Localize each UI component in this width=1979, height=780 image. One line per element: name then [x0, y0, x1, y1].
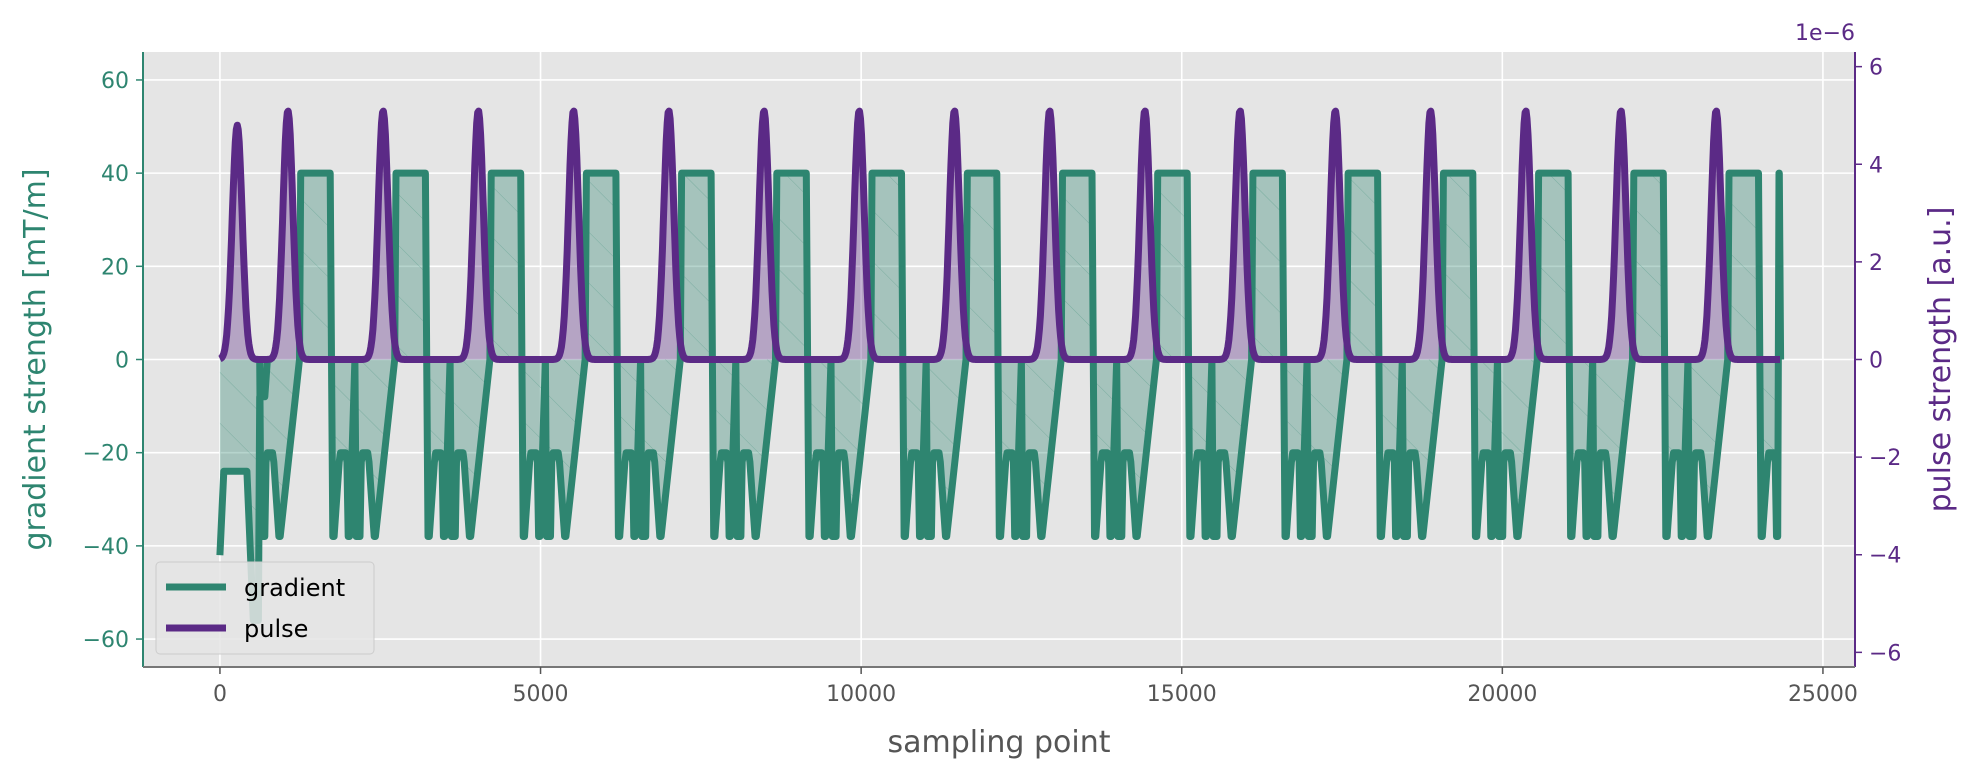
right-y-tick-label: −6 [1869, 641, 1901, 666]
right-y-tick-label: 6 [1869, 56, 1883, 81]
x-tick-label: 0 [213, 682, 227, 707]
left-y-tick-label: 60 [101, 69, 129, 94]
left-y-tick-label: −60 [83, 628, 129, 653]
left-y-axis-label: gradient strength [mT/m] [18, 168, 53, 550]
legend-label-gradient: gradient [244, 574, 345, 602]
right-y-axis-label: pulse strength [a.u.] [1923, 207, 1958, 513]
right-y-tick-label: −2 [1869, 446, 1901, 471]
legend-label-pulse: pulse [244, 615, 308, 643]
left-y-tick-label: 20 [101, 255, 129, 280]
x-tick-label: 10000 [826, 682, 896, 707]
left-y-tick-label: −40 [83, 535, 129, 560]
x-axis-label: sampling point [887, 725, 1110, 760]
legend: gradient pulse [155, 561, 375, 655]
right-y-tick-label: 4 [1869, 153, 1883, 178]
left-y-tick-label: 0 [115, 349, 129, 374]
right-y-axis-ticks: −6 −4 −2 0 2 4 6 [1855, 56, 1901, 666]
x-tick-label: 25000 [1788, 682, 1858, 707]
x-tick-label: 20000 [1467, 682, 1537, 707]
x-tick-label: 15000 [1147, 682, 1217, 707]
right-y-tick-label: 2 [1869, 251, 1883, 276]
left-y-tick-label: −20 [83, 442, 129, 467]
right-axis-offset-label: 1e−6 [1795, 21, 1855, 46]
left-y-axis-ticks: −60 −40 −20 0 20 40 60 [83, 69, 143, 653]
right-y-tick-label: 0 [1869, 349, 1883, 374]
left-y-tick-label: 40 [101, 162, 129, 187]
pulse-series-line [217, 107, 1783, 363]
right-y-tick-label: −4 [1869, 544, 1901, 569]
gradient-series-line [216, 169, 1785, 624]
x-axis-ticks: 0 5000 10000 15000 20000 25000 [213, 667, 1858, 707]
x-tick-label: 5000 [513, 682, 569, 707]
